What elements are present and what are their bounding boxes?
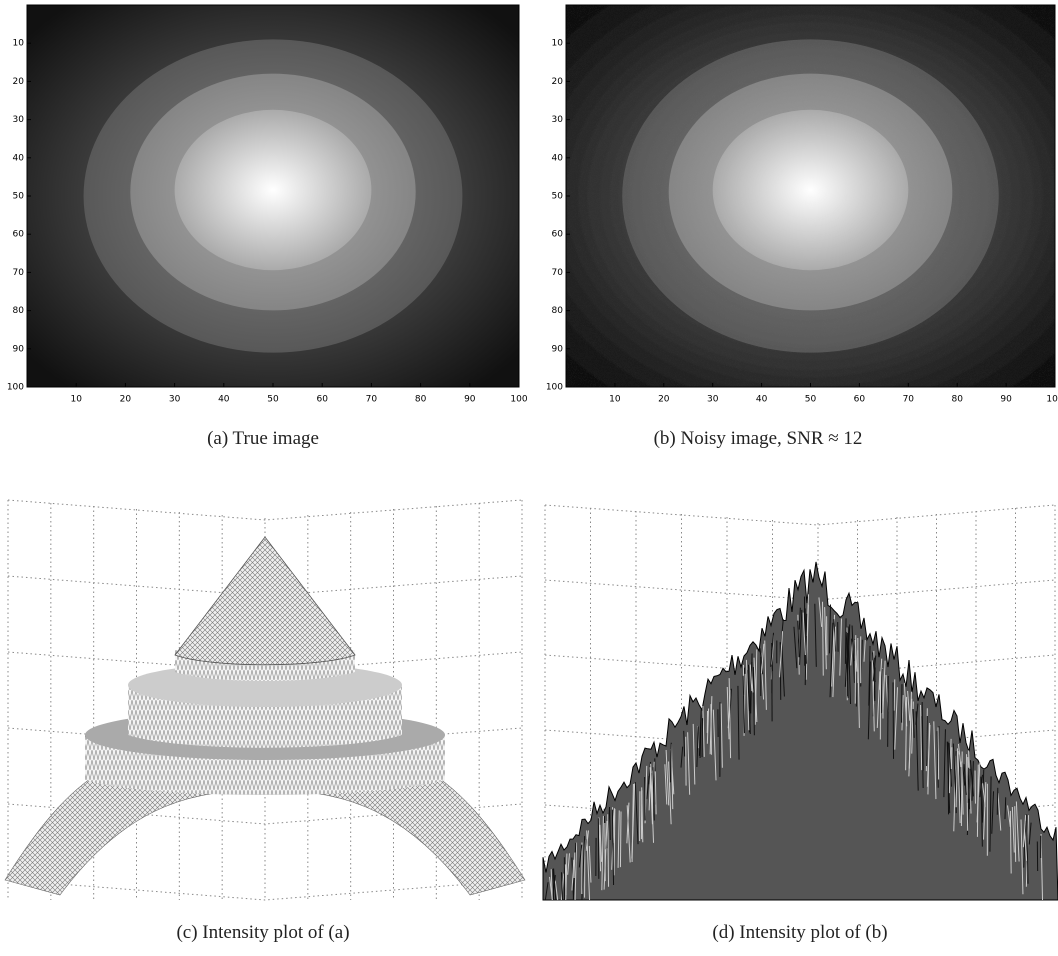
noisy-spike — [927, 716, 928, 766]
x-tick-label: 50 — [267, 395, 279, 405]
caption: (b) Noisy image, SNR ≈ 12 — [654, 428, 863, 449]
x-tick-label: 90 — [1000, 395, 1012, 405]
x-tick-label: 80 — [415, 395, 427, 405]
y-tick-label: 70 — [13, 268, 25, 278]
x-tick-label: 20 — [120, 395, 132, 405]
image — [566, 5, 1055, 387]
y-tick-label: 40 — [552, 153, 564, 163]
y-tick-label: 70 — [552, 268, 564, 278]
noisy-spike — [951, 747, 952, 769]
x-tick-label: 100 — [1046, 395, 1058, 405]
x-tick-label: 20 — [658, 395, 670, 405]
y-tick-label: 90 — [13, 344, 25, 354]
y-tick-label: 100 — [7, 383, 24, 393]
y-tick-label: 30 — [13, 115, 25, 125]
noisy-spike — [938, 727, 939, 779]
y-tick-label: 90 — [552, 344, 564, 354]
y-tick-label: 40 — [13, 153, 25, 163]
figure: (a) True image 10 20 30 40 50 60 70 80 90 100 10 20 3… — [0, 0, 1058, 956]
caption: (d) Intensity plot of (b) — [712, 922, 887, 943]
noisy-spike — [845, 618, 846, 664]
y-tick-label: 100 — [546, 383, 563, 393]
y-tick-label: 10 — [552, 39, 564, 49]
y-tick-label: 50 — [13, 192, 25, 202]
y-tick-label: 60 — [13, 230, 25, 240]
x-tick-label: 70 — [903, 395, 915, 405]
y-tick-label: 60 — [552, 230, 564, 240]
grid-line — [8, 500, 522, 520]
x-tick-label: 50 — [805, 395, 817, 405]
x-tick-label: 10 — [609, 395, 621, 405]
y-tick-label: 20 — [552, 77, 564, 87]
caption: (a) True image — [207, 428, 319, 449]
y-tick-label: 20 — [13, 77, 25, 87]
noisy-spike — [888, 676, 889, 747]
surface-plot-c — [5, 500, 525, 900]
x-tick-label: 90 — [464, 395, 476, 405]
x-tick-label: 80 — [951, 395, 963, 405]
x-tick-label: 40 — [756, 395, 768, 405]
x-tick-label: 40 — [218, 395, 230, 405]
x-tick-label: 60 — [316, 395, 328, 405]
y-tick-label: 50 — [552, 192, 564, 202]
image-core — [713, 110, 909, 270]
grid-line — [545, 505, 1055, 525]
surface-plot-d — [543, 505, 1058, 900]
image — [27, 5, 519, 387]
noisy-spike — [894, 679, 895, 710]
x-tick-label: 70 — [366, 395, 378, 405]
caption: (c) Intensity plot of (a) — [176, 922, 349, 943]
x-tick-label: 60 — [854, 395, 866, 405]
surface-cone — [175, 537, 355, 665]
x-tick-label: 100 — [510, 395, 527, 405]
noisy-spike — [948, 742, 949, 815]
noisy-spike — [565, 864, 566, 895]
x-tick-label: 10 — [70, 395, 82, 405]
y-tick-label: 80 — [552, 306, 564, 316]
noisy-spike — [997, 788, 998, 815]
image-core — [175, 110, 372, 270]
noisy-spike — [620, 812, 621, 868]
x-tick-label: 30 — [707, 395, 719, 405]
y-tick-label: 80 — [13, 306, 25, 316]
y-tick-label: 30 — [552, 115, 564, 125]
y-tick-label: 10 — [13, 39, 25, 49]
noisy-spike — [610, 810, 611, 840]
x-tick-label: 30 — [169, 395, 181, 405]
